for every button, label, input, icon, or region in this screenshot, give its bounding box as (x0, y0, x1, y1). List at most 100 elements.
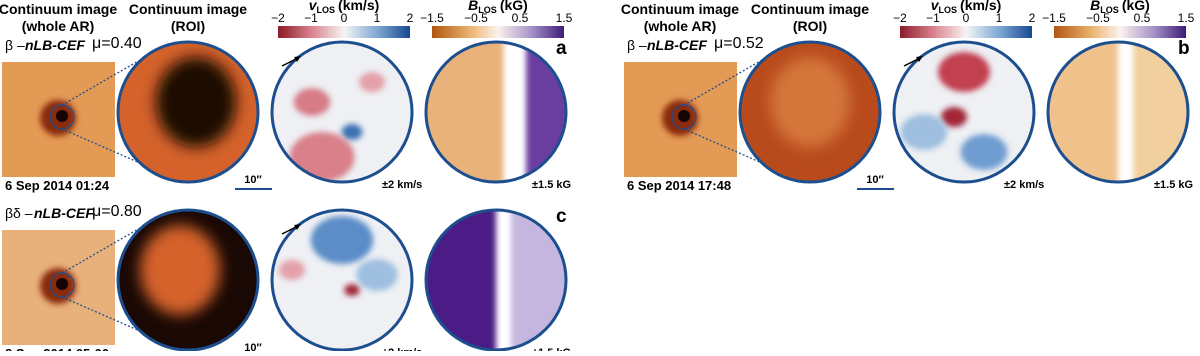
blos-image (1048, 42, 1188, 182)
colorbar-tick-label: 1 (996, 11, 1003, 25)
blos-range: ±1.5 kG (1154, 179, 1193, 191)
arrow-head (916, 56, 923, 62)
date: 6 Sep 2014 01:24 (5, 178, 110, 193)
roi-heading: (ROI) (171, 18, 205, 34)
symbol: v (309, 0, 318, 13)
symbol: B (468, 0, 478, 13)
vlos-range: ±2 km/s (1004, 179, 1044, 191)
colorbar-tick-label: 2 (407, 11, 414, 25)
colorbar-tick-label: 0.5 (1134, 11, 1151, 25)
blos-image (426, 42, 566, 182)
zoom-line (61, 59, 141, 106)
field (426, 210, 496, 350)
unit: (km/s) (960, 0, 1001, 13)
flow (279, 260, 305, 280)
flow (359, 72, 385, 92)
whole-ar-heading: Continuum image (0, 1, 117, 17)
date: 6 Sep 2014 17:48 (627, 178, 731, 193)
flow (289, 132, 355, 182)
unit: (km/s) (338, 0, 379, 13)
frame (270, 40, 414, 184)
roi-image (118, 42, 258, 182)
arrow (281, 57, 299, 67)
umbra (140, 225, 220, 315)
unit: (kG) (1122, 0, 1150, 13)
colorbar-tick-label: 2 (1029, 11, 1036, 25)
zoom-line (683, 59, 763, 106)
vlos-image (272, 210, 412, 350)
colorbar-tick-label: −1.5 (420, 11, 444, 25)
colorbar (1054, 26, 1186, 38)
flow (293, 88, 331, 116)
roi-image (740, 42, 880, 182)
sunspot-umbra (678, 110, 690, 122)
frame (270, 208, 414, 352)
whole-ar-heading: Continuum image (621, 1, 739, 17)
arrow-head (294, 224, 301, 230)
subscript: LOS (1100, 5, 1119, 15)
scale-label: 10″ (244, 174, 262, 186)
frame (1046, 40, 1190, 184)
category: nLB-CEF (647, 37, 707, 53)
frame (892, 40, 1036, 184)
colorbar-tick-label: −1.5 (1042, 11, 1066, 25)
vlos-range: ±2 km/s (382, 347, 422, 351)
roi-heading: Continuum image (751, 1, 869, 17)
frame (424, 40, 568, 184)
mu: μ=0.80 (92, 203, 142, 220)
sunspot-umbra (56, 278, 68, 290)
category: nLB-CEF (34, 205, 94, 221)
colorbar-tick-label: −1 (926, 11, 940, 25)
colorbar-tick-label: 0 (341, 11, 348, 25)
category: nLB-CEF (25, 37, 85, 53)
symbol: v (931, 0, 940, 13)
frame (738, 40, 882, 184)
colorbar-tick-label: 1 (374, 11, 381, 25)
umbra (770, 57, 850, 147)
scale-label: 10″ (244, 342, 262, 351)
zoom-line (61, 227, 141, 274)
colorbar-tick-label: −2 (893, 11, 907, 25)
whole-ar-heading: (whole AR) (644, 18, 717, 34)
colorbar-tick-label: 1.5 (556, 11, 573, 25)
panel-label: b (1178, 38, 1190, 59)
mu: μ=0.52 (714, 35, 764, 52)
colorbar-tick-label: −2 (271, 11, 285, 25)
vlos-image (894, 42, 1034, 182)
colorbar (278, 26, 410, 38)
umbra (156, 57, 236, 147)
class-prefix: β – (627, 37, 647, 53)
blos-image (426, 210, 566, 350)
colorbar-title: vLOS (km/s) (309, 0, 380, 15)
colorbar-tick-label: −1 (304, 11, 318, 25)
sunspot-umbra (56, 110, 68, 122)
colorbar (900, 26, 1032, 38)
colorbar-tick-label: 0.5 (512, 11, 529, 25)
roi-heading: (ROI) (793, 18, 827, 34)
roi-image (118, 210, 258, 350)
field (1048, 42, 1118, 182)
flow (310, 216, 374, 264)
flow (356, 259, 398, 291)
panel-label: a (556, 38, 567, 59)
colorbar (432, 26, 564, 38)
colorbar-title: BLOS (kG) (1090, 0, 1150, 15)
colorbar-tick-label: −0.5 (1086, 11, 1110, 25)
flow (341, 124, 363, 140)
whole-ar-heading: (whole AR) (22, 18, 95, 34)
frame (116, 40, 260, 184)
subscript: LOS (478, 5, 497, 15)
flow (344, 284, 360, 296)
blos-range: ±1.5 kG (532, 347, 571, 351)
symbol: B (1090, 0, 1100, 13)
frame (424, 208, 568, 352)
field (426, 42, 504, 182)
panel-label: c (556, 206, 567, 227)
arrow (903, 57, 921, 67)
colorbar-tick-label: −0.5 (464, 11, 488, 25)
unit: (kG) (500, 0, 528, 13)
vlos-range: ±2 km/s (382, 179, 422, 191)
vlos-image (272, 42, 412, 182)
frame (116, 208, 260, 352)
